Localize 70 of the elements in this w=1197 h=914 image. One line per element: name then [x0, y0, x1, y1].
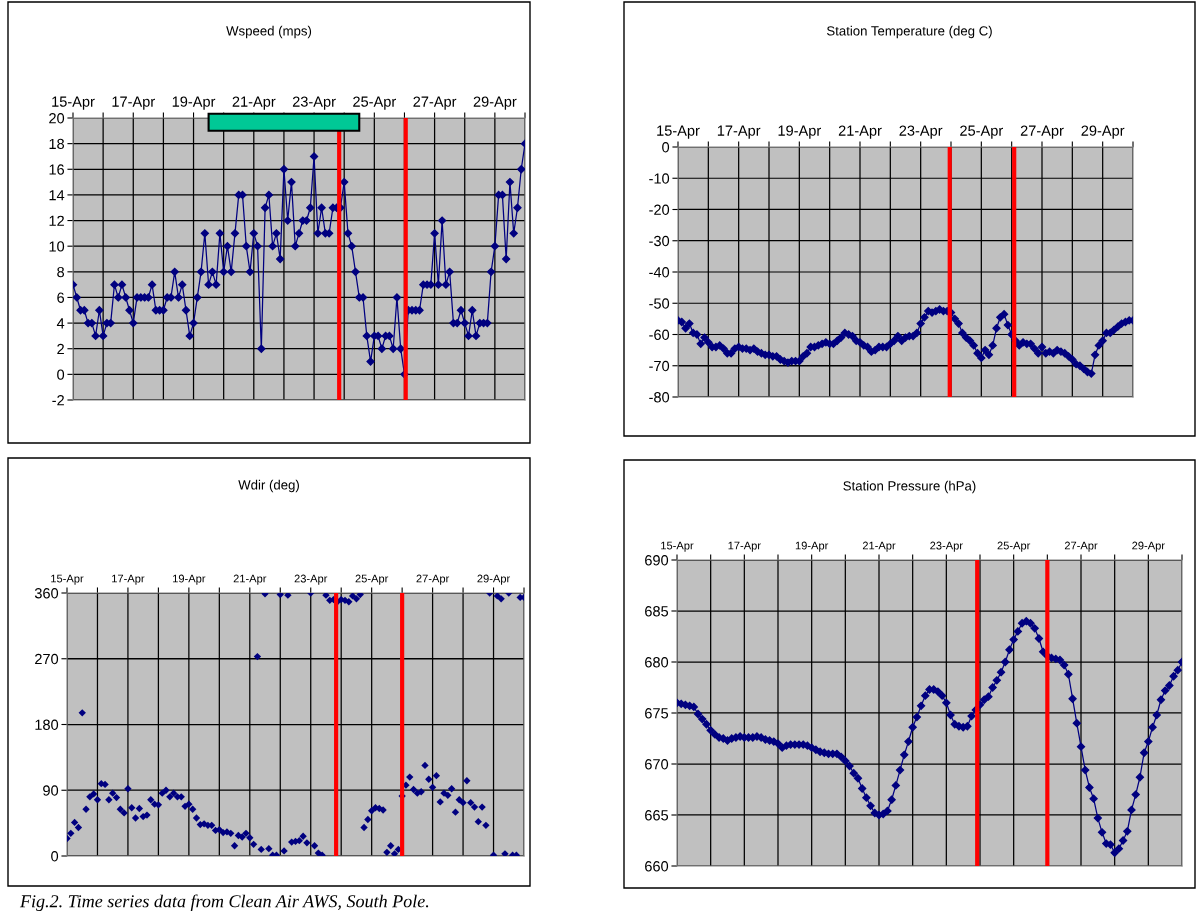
y-tick-label: 4: [56, 318, 65, 329]
y-tick-label: 16: [49, 164, 65, 175]
x-tick-label: 21-Apr: [233, 574, 267, 585]
x-tick-label: 15-Apr: [52, 96, 95, 110]
x-tick-label: 17-Apr: [112, 574, 145, 585]
y-tick-label: 675: [645, 708, 669, 719]
x-tick-label: 15-Apr: [661, 541, 694, 552]
y-tick-label: 690: [645, 555, 669, 566]
x-tick-label: 27-Apr: [416, 574, 450, 585]
x-tick-label: 23-Apr: [292, 96, 336, 110]
x-tick-label: 19-Apr: [172, 96, 216, 110]
x-tick-label: 25-Apr: [960, 125, 1003, 139]
y-tick-label: 0: [51, 851, 59, 862]
y-tick-label: -70: [649, 360, 670, 372]
y-tick-label: -60: [649, 329, 670, 340]
x-tick-label: 21-Apr: [838, 125, 882, 139]
y-tick-label: -40: [649, 267, 670, 278]
chart-title: Station Temperature (deg C): [826, 25, 992, 39]
x-tick-label: 25-Apr: [997, 541, 1031, 552]
y-tick-label: 8: [57, 266, 65, 278]
x-tick-label: 17-Apr: [728, 541, 761, 552]
x-tick-label: 23-Apr: [294, 574, 328, 585]
y-tick-label: 670: [645, 759, 669, 770]
x-tick-label: 17-Apr: [112, 96, 155, 110]
y-tick-label: 18: [49, 138, 65, 150]
x-tick-label: 23-Apr: [899, 125, 943, 139]
y-tick-label: 180: [35, 719, 59, 730]
y-tick-label: -30: [649, 235, 670, 247]
x-tick-label: 29-Apr: [1081, 125, 1125, 139]
x-tick-label: 19-Apr: [778, 125, 821, 139]
x-tick-label: 23-Apr: [930, 541, 963, 552]
y-tick-label: 270: [35, 653, 59, 665]
y-tick-label: 90: [43, 785, 59, 796]
caption: Fig.2. Time series data from Clean Air AWS, South Pole.: [19, 894, 429, 911]
x-tick-label: 15-Apr: [51, 574, 84, 585]
y-tick-label: 0: [662, 142, 670, 153]
x-tick-label: 25-Apr: [353, 96, 396, 110]
chart-title: Station Pressure (hPa): [843, 480, 976, 494]
y-tick-label: 665: [645, 810, 669, 821]
y-tick-label: -20: [649, 204, 670, 215]
y-tick-label: 10: [49, 241, 65, 252]
y-tick-label: -2: [52, 395, 64, 406]
x-tick-label: 29-Apr: [477, 574, 511, 585]
y-tick-label: 685: [645, 606, 669, 617]
x-tick-label: 29-Apr: [1132, 541, 1165, 552]
y-tick-label: 14: [49, 190, 65, 201]
x-tick-label: 25-Apr: [355, 574, 389, 585]
chart-title: Wdir (deg): [238, 479, 299, 493]
x-tick-label: 21-Apr: [232, 96, 276, 110]
y-tick-label: 2: [57, 343, 64, 355]
x-tick-label: 19-Apr: [173, 574, 206, 585]
x-tick-label: 15-Apr: [657, 125, 700, 139]
x-tick-label: 27-Apr: [1020, 125, 1064, 139]
x-tick-label: 17-Apr: [717, 125, 761, 139]
y-tick-label: -50: [649, 298, 670, 309]
x-tick-label: 21-Apr: [862, 541, 896, 552]
y-tick-label: 360: [34, 588, 59, 599]
y-tick-label: 660: [645, 861, 669, 872]
y-tick-label: 12: [49, 215, 64, 226]
y-tick-label: -80: [649, 392, 670, 403]
x-tick-label: 27-Apr: [413, 96, 457, 110]
y-tick-label: 6: [57, 292, 65, 303]
chart-title: Wspeed (mps): [226, 25, 312, 39]
x-tick-label: 29-Apr: [473, 96, 517, 110]
y-tick-label: 680: [645, 657, 669, 668]
x-tick-label: 19-Apr: [795, 541, 829, 552]
y-tick-label: 20: [49, 113, 65, 124]
y-tick-label: -10: [649, 173, 670, 184]
y-tick-label: 0: [57, 369, 65, 380]
x-tick-label: 27-Apr: [1064, 541, 1098, 552]
